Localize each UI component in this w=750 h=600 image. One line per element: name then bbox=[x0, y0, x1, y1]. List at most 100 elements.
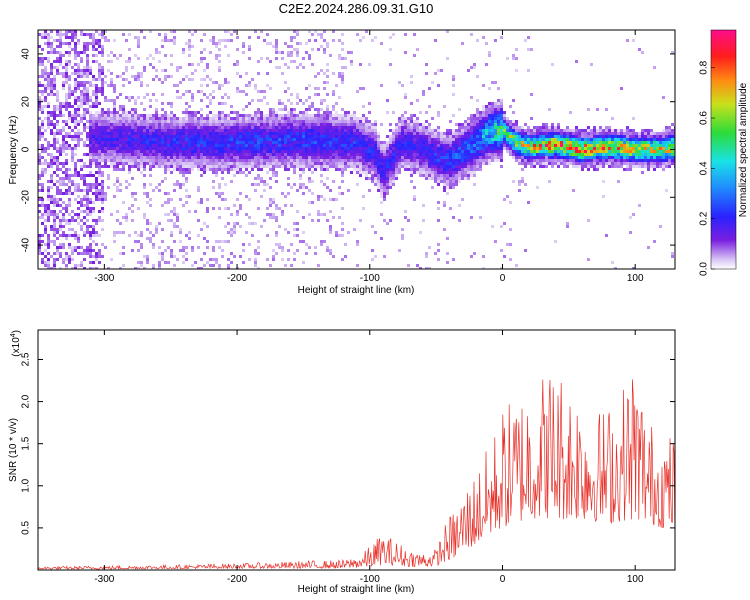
heatmap-cell bbox=[218, 165, 221, 168]
heatmap-cell bbox=[173, 213, 176, 216]
heatmap-cell bbox=[233, 111, 236, 114]
heatmap-cell bbox=[173, 84, 176, 87]
heatmap-cell bbox=[347, 135, 350, 138]
heatmap-cell bbox=[266, 144, 269, 147]
heatmap-cell bbox=[38, 147, 41, 150]
heatmap-cell bbox=[560, 141, 563, 144]
heatmap-cell bbox=[116, 189, 119, 192]
heatmap-cell bbox=[347, 126, 350, 129]
heatmap-cell bbox=[440, 141, 443, 144]
heatmap-cell bbox=[317, 138, 320, 141]
heatmap-cell bbox=[248, 216, 251, 219]
heatmap-cell bbox=[266, 33, 269, 36]
heatmap-cell bbox=[347, 147, 350, 150]
heatmap-cell bbox=[398, 132, 401, 135]
heatmap-cell bbox=[188, 45, 191, 48]
heatmap-cell bbox=[227, 126, 230, 129]
heatmap-cell bbox=[308, 177, 311, 180]
heatmap-cell bbox=[80, 165, 83, 168]
heatmap-cell bbox=[254, 159, 257, 162]
heatmap-cell bbox=[248, 132, 251, 135]
heatmap-cell bbox=[239, 126, 242, 129]
heatmap-cell bbox=[191, 135, 194, 138]
heatmap-cell bbox=[314, 135, 317, 138]
heatmap-cell bbox=[356, 168, 359, 171]
heatmap-cell bbox=[416, 138, 419, 141]
heatmap-cell bbox=[452, 147, 455, 150]
heatmap-cell bbox=[50, 180, 53, 183]
heatmap-cell bbox=[506, 243, 509, 246]
heatmap-cell bbox=[125, 111, 128, 114]
heatmap-cell bbox=[407, 150, 410, 153]
heatmap-cell bbox=[107, 60, 110, 63]
heatmap-cell bbox=[332, 132, 335, 135]
heatmap-cell bbox=[254, 153, 257, 156]
heatmap-cell bbox=[92, 174, 95, 177]
heatmap-cell bbox=[41, 186, 44, 189]
heatmap-cell bbox=[542, 135, 545, 138]
heatmap-cell bbox=[248, 135, 251, 138]
heatmap-cell bbox=[50, 210, 53, 213]
heatmap-cell bbox=[347, 162, 350, 165]
heatmap-cell bbox=[155, 153, 158, 156]
heatmap-cell bbox=[95, 138, 98, 141]
heatmap-cell bbox=[395, 126, 398, 129]
heatmap-cell bbox=[236, 222, 239, 225]
heatmap-cell bbox=[248, 171, 251, 174]
heatmap-cell bbox=[77, 237, 80, 240]
heatmap-cell bbox=[161, 144, 164, 147]
heatmap-cell bbox=[191, 120, 194, 123]
heatmap-cell bbox=[488, 159, 491, 162]
heatmap-cell bbox=[131, 117, 134, 120]
heatmap-cell bbox=[179, 231, 182, 234]
heatmap-cell bbox=[65, 234, 68, 237]
heatmap-cell bbox=[62, 231, 65, 234]
heatmap-cell bbox=[392, 129, 395, 132]
heatmap-cell bbox=[296, 228, 299, 231]
heatmap-cell bbox=[554, 156, 557, 159]
heatmap-cell bbox=[161, 126, 164, 129]
heatmap-cell bbox=[425, 132, 428, 135]
heatmap-cell bbox=[53, 228, 56, 231]
heatmap-cell bbox=[365, 138, 368, 141]
heatmap-cell bbox=[404, 153, 407, 156]
heatmap-cell bbox=[275, 147, 278, 150]
heatmap-cell bbox=[323, 87, 326, 90]
heatmap-cell bbox=[314, 159, 317, 162]
heatmap-cell bbox=[203, 159, 206, 162]
heatmap-cell bbox=[485, 120, 488, 123]
heatmap-cell bbox=[401, 159, 404, 162]
heatmap-cell bbox=[140, 147, 143, 150]
heatmap-cell bbox=[47, 210, 50, 213]
heatmap-cell bbox=[272, 258, 275, 261]
heatmap-cell bbox=[38, 81, 41, 84]
heatmap-cell bbox=[539, 138, 542, 141]
heatmap-cell bbox=[182, 120, 185, 123]
heatmap-cell bbox=[344, 135, 347, 138]
heatmap-cell bbox=[452, 165, 455, 168]
heatmap-cell bbox=[419, 162, 422, 165]
heatmap-cell bbox=[431, 117, 434, 120]
heatmap-cell bbox=[233, 204, 236, 207]
heatmap-cell bbox=[389, 156, 392, 159]
heatmap-cell bbox=[404, 111, 407, 114]
heatmap-cell bbox=[437, 177, 440, 180]
heatmap-cell bbox=[89, 156, 92, 159]
heatmap-cell bbox=[86, 186, 89, 189]
heatmap-cell bbox=[221, 159, 224, 162]
heatmap-cell bbox=[518, 138, 521, 141]
heatmap-cell bbox=[458, 141, 461, 144]
heatmap-cell bbox=[311, 126, 314, 129]
heatmap-cell bbox=[203, 222, 206, 225]
heatmap-cell bbox=[170, 234, 173, 237]
heatmap-cell bbox=[260, 180, 263, 183]
heatmap-cell bbox=[392, 147, 395, 150]
heatmap-cell bbox=[353, 165, 356, 168]
heatmap-cell bbox=[347, 132, 350, 135]
heatmap-cell bbox=[62, 162, 65, 165]
heatmap-cell bbox=[488, 51, 491, 54]
heatmap-cell bbox=[44, 69, 47, 72]
heatmap-cell bbox=[212, 207, 215, 210]
heatmap-cell bbox=[185, 234, 188, 237]
heatmap-cell bbox=[473, 132, 476, 135]
